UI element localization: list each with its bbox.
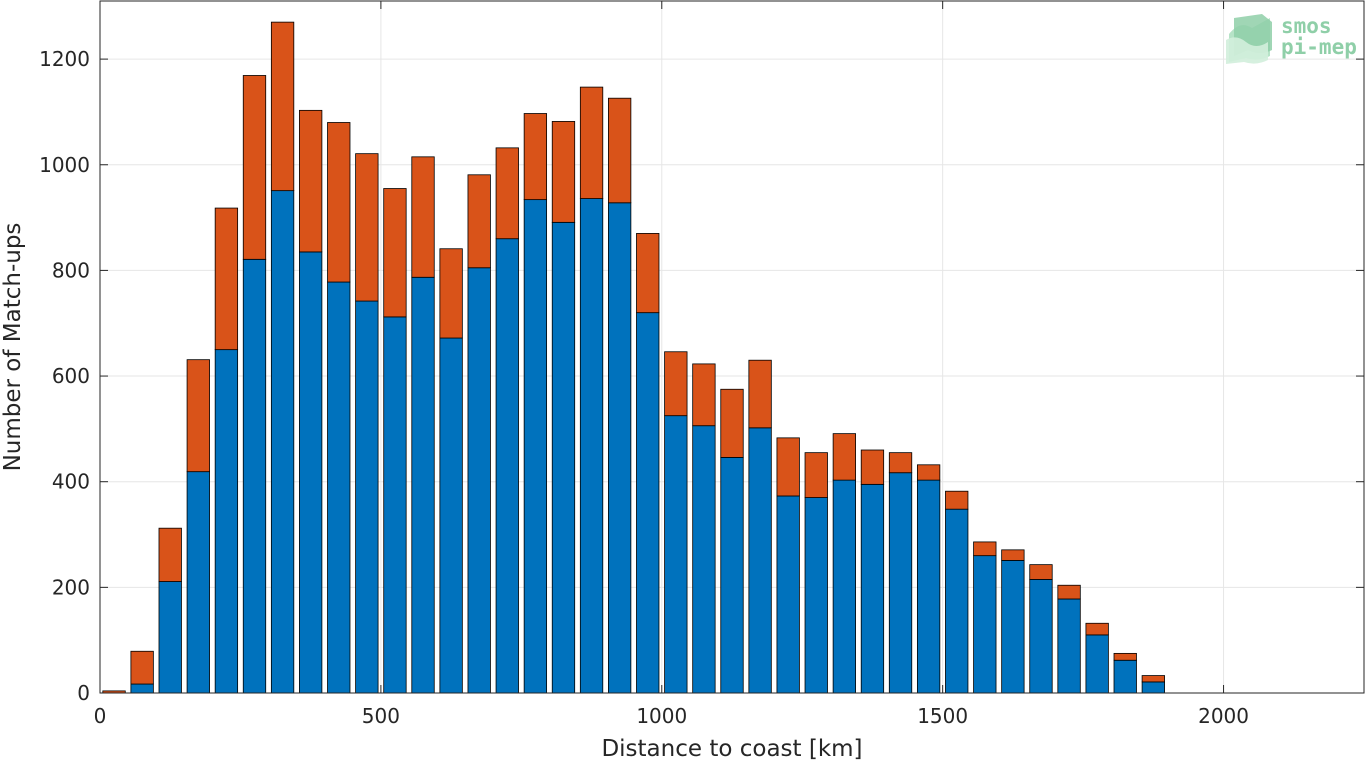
bar-segment-series-1	[945, 508, 969, 694]
bar-segment-series-2	[130, 650, 154, 685]
y-tick-label: 600	[52, 364, 90, 388]
bar-segment-series-1	[1085, 634, 1109, 694]
plot-frame	[99, 0, 1365, 694]
bar-segment-series-1	[692, 425, 716, 694]
bar-segment-series-2	[832, 433, 856, 481]
y-tick-label: 0	[77, 681, 90, 705]
bar-segment-series-2	[776, 437, 800, 497]
y-axis-label: Number of Match-ups	[0, 223, 26, 472]
bar-segment-series-1	[355, 300, 379, 694]
bar-segment-series-2	[270, 21, 295, 192]
bar-segment-series-1	[130, 683, 154, 694]
bar-segment-series-2	[242, 75, 267, 260]
logo-wave-icon	[1226, 14, 1272, 64]
bar-segment-series-2	[888, 452, 913, 474]
bar-segment-series-1	[439, 337, 463, 694]
bar-segment-series-2	[411, 156, 435, 278]
bar-segment-series-2	[945, 490, 969, 510]
bar-segment-series-2	[327, 122, 351, 283]
bar-segment-series-1	[299, 251, 323, 694]
bar-segment-series-2	[916, 464, 941, 481]
bar-segment-series-2	[495, 147, 519, 240]
bar-segment-series-1	[1029, 579, 1053, 694]
bar-segment-series-2	[1057, 584, 1081, 600]
y-tick-label: 400	[52, 470, 90, 494]
bar-segment-series-2	[1141, 675, 1165, 683]
bar-segment-series-2	[383, 188, 407, 318]
bar-segment-series-2	[1029, 564, 1053, 580]
x-tick-label: 1000	[636, 704, 687, 728]
bar-segment-series-1	[242, 258, 267, 694]
bar-segment-series-1	[608, 202, 632, 694]
bar-segment-series-1	[1141, 681, 1165, 694]
bar-segment-series-2	[636, 233, 660, 314]
bar-segment-series-2	[860, 449, 885, 485]
x-tick-label: 2000	[1198, 704, 1249, 728]
bar-segment-series-1	[411, 276, 435, 694]
y-tick-label: 1200	[39, 47, 90, 71]
bar-segment-series-1	[579, 198, 604, 694]
bars	[102, 21, 1165, 694]
bar-segment-series-2	[523, 113, 548, 201]
smos-pi-mep-logo: smos pi-mep	[1226, 14, 1357, 64]
bar-segment-series-1	[186, 471, 210, 694]
bar-segment-series-2	[551, 121, 576, 223]
y-tick-label: 1000	[39, 153, 90, 177]
bar-segment-series-2	[720, 388, 744, 458]
bar-segment-series-1	[383, 316, 407, 694]
bar-segment-series-2	[692, 363, 716, 427]
logo-text-line1: smos	[1281, 14, 1332, 38]
bar-segment-series-2	[299, 109, 323, 253]
bar-segment-series-2	[1113, 652, 1137, 661]
bar-segment-series-1	[804, 497, 828, 694]
bar-segment-series-2	[579, 86, 604, 199]
bar-segment-series-1	[664, 415, 688, 694]
bar-segment-series-2	[355, 153, 379, 302]
bar-segment-series-2	[1001, 549, 1025, 561]
bar-segment-series-2	[608, 97, 632, 204]
bar-segment-series-1	[973, 555, 997, 694]
bar-segment-series-2	[664, 351, 688, 417]
bar-segment-series-1	[467, 267, 491, 694]
bar-segment-series-1	[1057, 598, 1081, 694]
x-tick-label: 1500	[917, 704, 968, 728]
x-tick-label: 500	[362, 704, 400, 728]
x-tick-label: 0	[94, 704, 107, 728]
bar-segment-series-1	[776, 495, 800, 694]
bar-segment-series-2	[186, 359, 210, 473]
bar-segment-series-1	[214, 349, 239, 694]
bar-segment-series-1	[270, 190, 295, 694]
bar-segment-series-1	[327, 281, 351, 694]
bar-segment-series-1	[860, 483, 885, 694]
bar-segment-series-1	[916, 479, 941, 694]
bar-segment-series-1	[832, 479, 856, 694]
bar-segment-series-2	[1085, 622, 1109, 636]
axis-ticks: 0 500 1000 1500 2000 0 200 400 600 800 1000 1200	[39, 1, 1364, 728]
bar-segment-series-2	[439, 248, 463, 339]
bar-segment-series-1	[1113, 659, 1137, 694]
bar-segment-series-2	[467, 174, 491, 269]
bar-segment-series-2	[158, 527, 182, 582]
bar-segment-series-1	[1001, 560, 1025, 694]
bar-segment-series-1	[551, 221, 576, 694]
bar-segment-series-1	[636, 312, 660, 694]
bar-segment-series-2	[214, 207, 239, 351]
bar-segment-series-1	[495, 238, 519, 694]
bar-segment-series-1	[888, 472, 913, 694]
x-axis-label: Distance to coast [km]	[601, 736, 862, 761]
y-tick-label: 800	[52, 258, 90, 282]
bar-segment-series-2	[973, 541, 997, 557]
bar-segment-series-1	[158, 581, 182, 694]
bar-segment-series-1	[720, 457, 744, 694]
logo-text-line2: pi-mep	[1281, 35, 1357, 59]
bar-segment-series-1	[748, 427, 772, 694]
bar-segment-series-2	[748, 359, 772, 429]
y-tick-label: 200	[52, 575, 90, 599]
bar-segment-series-1	[523, 199, 548, 694]
bar-segment-series-2	[804, 452, 828, 498]
